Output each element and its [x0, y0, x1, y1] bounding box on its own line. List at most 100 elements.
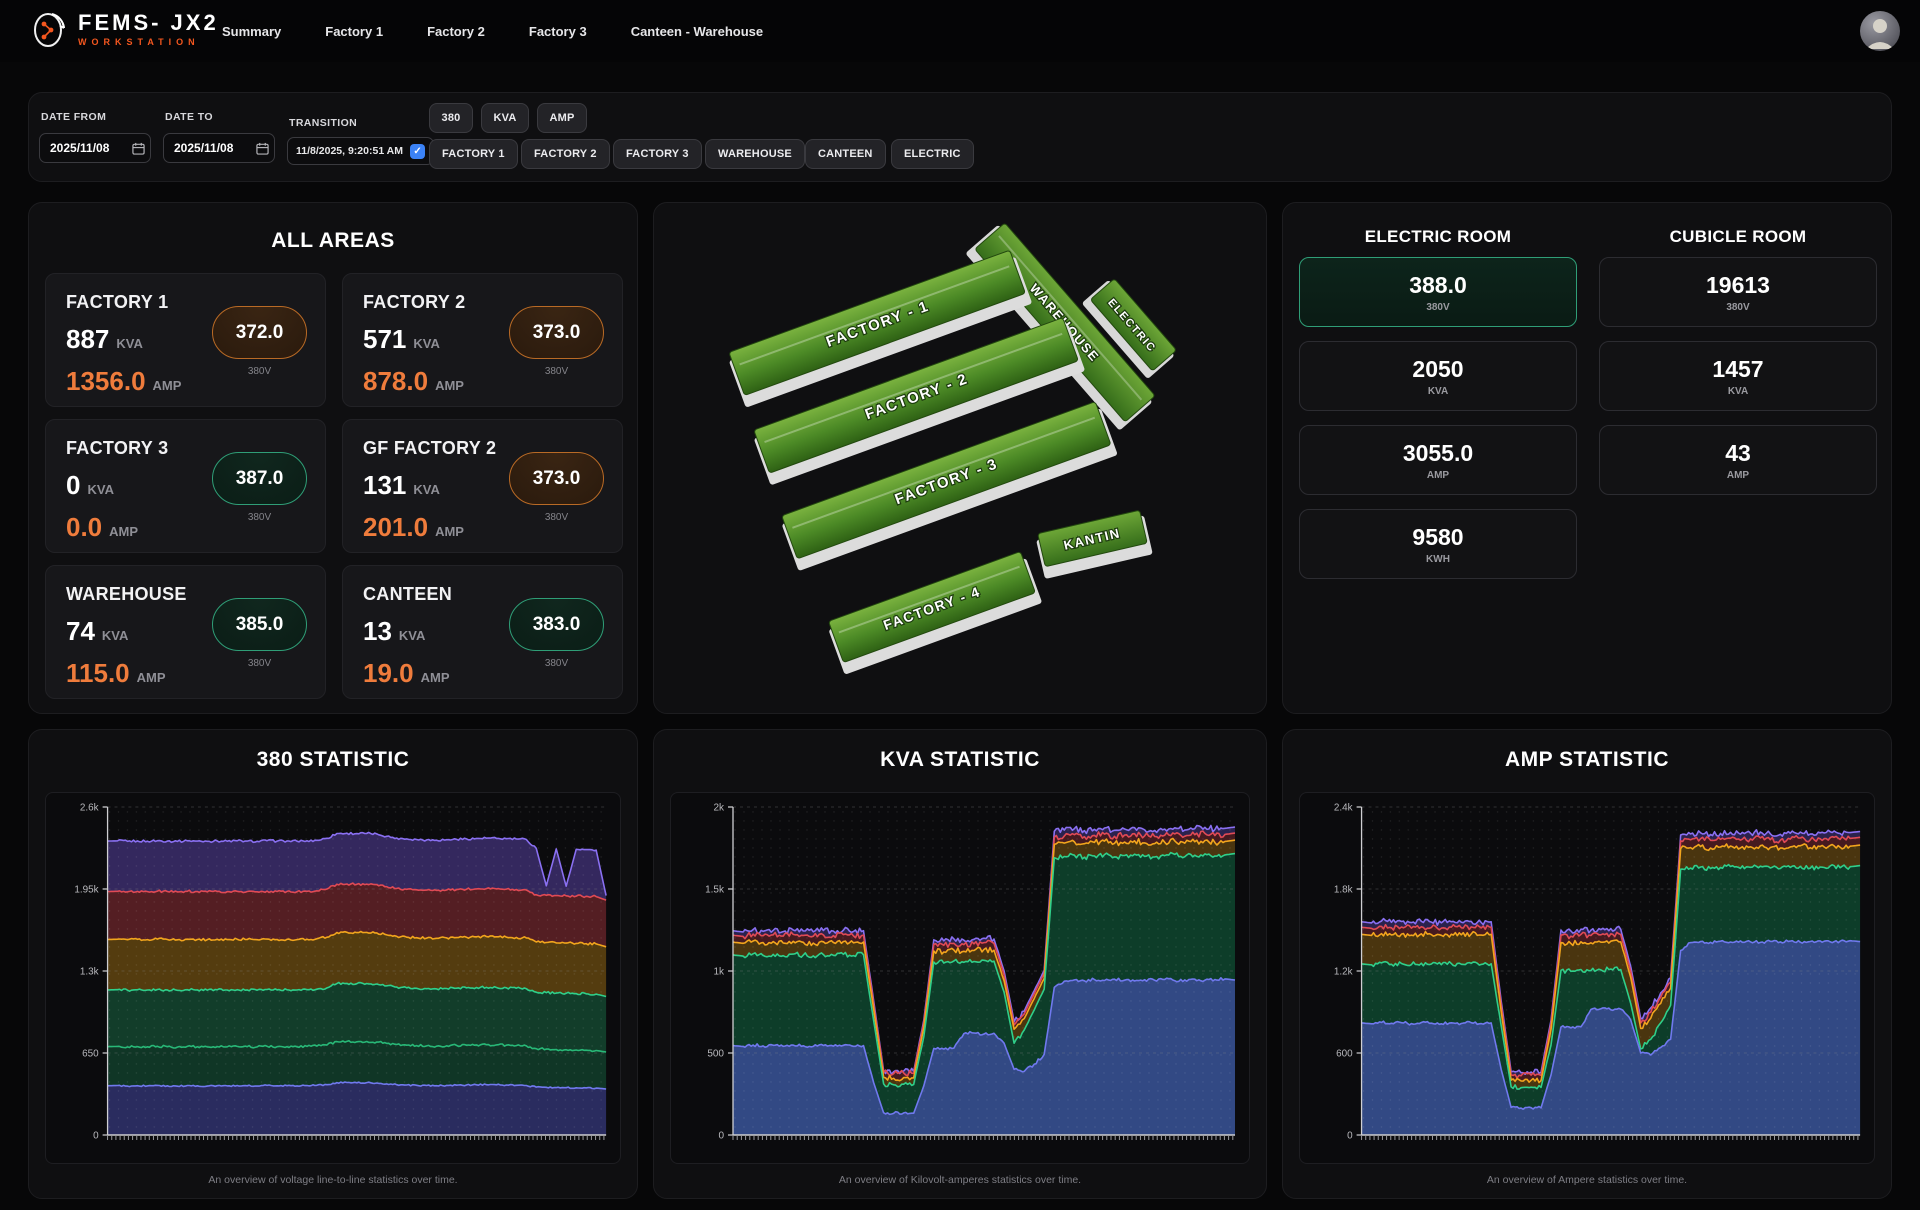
svg-text:2k: 2k: [713, 803, 725, 814]
svg-text:1.95k: 1.95k: [74, 884, 98, 895]
area-card-factory2[interactable]: FACTORY 2 571 KVA 878.0 AMP 373.0 380V: [342, 273, 623, 407]
metric-unit: KVA: [1727, 385, 1749, 397]
date-to-input[interactable]: [163, 133, 275, 163]
metric-unit: 380V: [1426, 301, 1450, 313]
kva-unit: KVA: [413, 482, 440, 497]
chart-box: 2.4k 1.8k 1.2k 600 0: [1299, 792, 1875, 1164]
voltage-badge: 387.0: [212, 452, 307, 505]
transition-checkbox[interactable]: ✓: [410, 143, 426, 159]
amp-unit: AMP: [109, 524, 139, 539]
building-electric[interactable]: ELECTRIC: [1082, 276, 1179, 379]
brand-logo[interactable]: FEMS- JX2 WORKSTATION: [28, 8, 219, 50]
date-from-label: DATE FROM: [41, 111, 107, 123]
amp-value: 201.0: [363, 512, 429, 542]
amp-unit: AMP: [420, 670, 450, 685]
chart-box: 2k 1.5k 1k 500 0: [670, 792, 1250, 1164]
nav-item-summary[interactable]: Summary: [222, 23, 282, 39]
metric-value: 3055.0: [1402, 439, 1474, 466]
brand-logo-icon: [34, 13, 65, 47]
voltage-badge: 373.0: [509, 306, 604, 359]
brand-title: FEMS- JX2: [78, 9, 219, 35]
area-card-factory1[interactable]: FACTORY 1 887 KVA 1356.0 AMP 372.0 380V: [45, 273, 326, 407]
area-button-canteen[interactable]: CANTEEN: [805, 139, 886, 169]
facility-3d-map[interactable]: WAREHOUSE ELECTRIC FACTORY - 1 FACTORY -: [654, 203, 1266, 713]
kva-unit: KVA: [116, 336, 143, 351]
area-button-electric[interactable]: ELECTRIC: [891, 139, 974, 169]
kva-unit: KVA: [101, 628, 129, 643]
metric-unit: KWH: [1426, 553, 1450, 565]
chart-box: 2.6k 1.95k 1.3k 650 0: [45, 792, 621, 1164]
amp-value: 878.0: [363, 366, 429, 396]
area-card-name: FACTORY 2: [363, 292, 466, 312]
unit-button-amp[interactable]: AMP: [537, 103, 587, 133]
facility-map-panel: WAREHOUSE ELECTRIC FACTORY - 1 FACTORY -: [653, 202, 1267, 714]
transition-field[interactable]: 11/8/2025, 9:20:51 AM ✓: [287, 137, 435, 165]
chart-caption: An overview of Ampere statistics over ti…: [1486, 1174, 1688, 1186]
voltage-unit: 380V: [544, 366, 569, 377]
area-card-factory3[interactable]: FACTORY 3 0 KVA 0.0 AMP 387.0 380V: [45, 419, 326, 553]
unit-button-380[interactable]: 380: [429, 103, 473, 133]
voltage-unit: 380V: [544, 658, 569, 669]
metric-value: 1457: [1712, 355, 1764, 382]
area-card-warehouse[interactable]: WAREHOUSE 74 KVA 115.0 AMP 385.0 380V: [45, 565, 326, 699]
area-card-gf-factory2[interactable]: GF FACTORY 2 131 KVA 201.0 AMP 373.0 380V: [342, 419, 623, 553]
amp-value: 0.0: [66, 512, 103, 542]
voltage-unit: 380V: [247, 512, 272, 523]
amp-unit: AMP: [152, 378, 182, 393]
area-button-factory3[interactable]: FACTORY 3: [613, 139, 702, 169]
building-factory-4[interactable]: FACTORY - 4: [826, 550, 1043, 674]
area-card-name: WAREHOUSE: [66, 584, 187, 604]
area-button-factory2[interactable]: FACTORY 2: [521, 139, 610, 169]
svg-text:1.3k: 1.3k: [80, 966, 99, 977]
metric-unit: AMP: [1726, 469, 1750, 481]
area-card-name: CANTEEN: [363, 584, 453, 604]
electric-amp-card: 3055.0 AMP: [1299, 425, 1577, 495]
voltage-unit: 380V: [247, 366, 272, 377]
svg-text:1.8k: 1.8k: [1334, 884, 1353, 895]
area-card-name: GF FACTORY 2: [363, 438, 497, 458]
user-avatar[interactable]: [1860, 11, 1900, 51]
kva-value: 13: [363, 616, 392, 646]
filter-bar: DATE FROM DATE TO TRANSITION 11/8/2025, …: [28, 92, 1892, 182]
building-kantin[interactable]: KANTIN: [1035, 510, 1153, 580]
area-card-canteen[interactable]: CANTEEN 13 KVA 19.0 AMP 383.0 380V: [342, 565, 623, 699]
kva-unit: KVA: [398, 628, 426, 643]
top-navbar: FEMS- JX2 WORKSTATION Summary Factory 1 …: [0, 0, 1920, 62]
kva-statistic-chart[interactable]: 2k 1.5k 1k 500 0: [671, 793, 1249, 1164]
svg-text:1.2k: 1.2k: [1334, 966, 1353, 977]
area-button-factory1[interactable]: FACTORY 1: [429, 139, 518, 169]
nav-item-factory3[interactable]: Factory 3: [528, 23, 587, 39]
svg-text:2.4k: 2.4k: [1334, 802, 1353, 813]
building-factory-1[interactable]: FACTORY - 1: [726, 249, 1032, 408]
svg-text:1.5k: 1.5k: [705, 885, 725, 896]
calendar-icon: [132, 142, 145, 155]
cubicle-amp-card: 43 AMP: [1599, 425, 1877, 495]
area-button-warehouse[interactable]: WAREHOUSE: [705, 139, 805, 169]
svg-text:500: 500: [707, 1049, 724, 1060]
unit-button-kva[interactable]: KVA: [481, 103, 529, 133]
amp-statistic-chart[interactable]: 2.4k 1.8k 1.2k 600 0: [1300, 793, 1874, 1164]
nav-item-canteen-warehouse[interactable]: Canteen - Warehouse: [630, 23, 764, 39]
area-card-name: FACTORY 1: [66, 292, 169, 312]
voltage-badge: 372.0: [212, 306, 307, 359]
metric-value: 43: [1725, 439, 1751, 466]
voltage-statistic-chart[interactable]: 2.6k 1.95k 1.3k 650 0: [46, 793, 620, 1164]
kva-unit: KVA: [87, 482, 114, 497]
amp-unit: AMP: [136, 670, 166, 685]
svg-text:0: 0: [718, 1131, 724, 1142]
chart-title-380: 380 STATISTIC: [256, 748, 410, 771]
electric-voltage-card: 388.0 380V: [1299, 257, 1577, 327]
nav-item-factory2[interactable]: Factory 2: [427, 23, 485, 39]
amp-value: 115.0: [66, 658, 130, 688]
voltage-badge: 385.0: [212, 598, 307, 651]
svg-text:1k: 1k: [713, 967, 725, 978]
svg-text:0: 0: [93, 1130, 99, 1141]
amp-unit: AMP: [435, 524, 464, 539]
nav-item-factory1[interactable]: Factory 1: [325, 23, 384, 39]
metric-value: 2050: [1412, 355, 1464, 382]
date-from-input[interactable]: [39, 133, 151, 163]
date-to-label: DATE TO: [165, 111, 213, 123]
amp-value: 19.0: [363, 658, 414, 688]
area-card-name: FACTORY 3: [66, 438, 169, 458]
